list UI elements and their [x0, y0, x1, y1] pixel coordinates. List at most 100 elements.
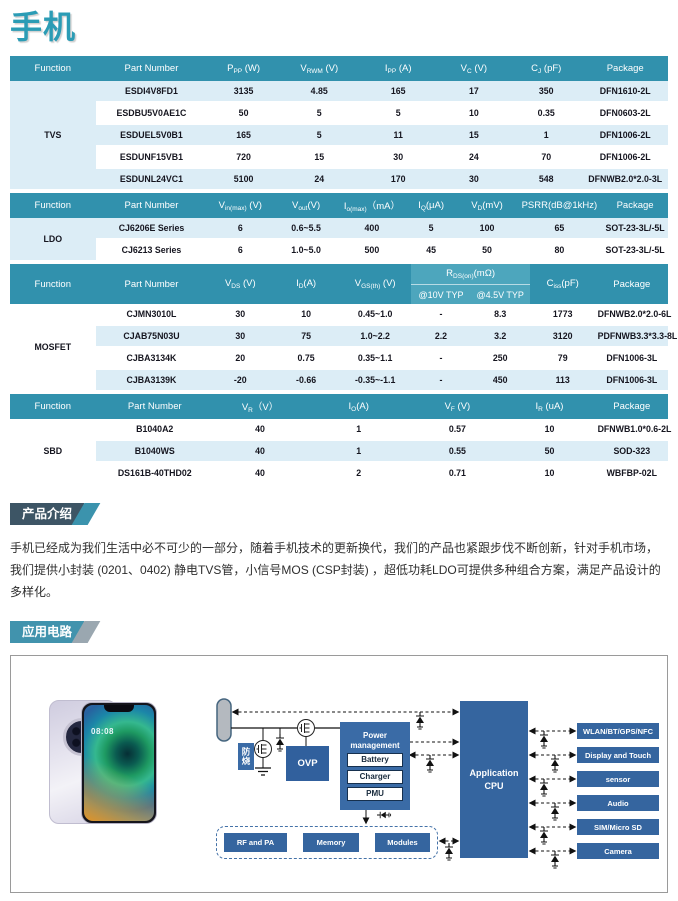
- value-cell: 1: [306, 440, 412, 463]
- table-row: LDO CJ6206E Series 6 0.6~5.5 400 5 100 65 SOT-23…: [10, 218, 668, 262]
- value-cell: 75: [273, 325, 339, 348]
- part-number-cell: CJMN3010L: [95, 304, 208, 326]
- block-application-cpu: Application CPU: [460, 701, 528, 858]
- phone-clock: 08:08: [91, 727, 114, 736]
- table-row: ESDUNL24VC1 5100 24 170 30 548 DFNWB2.0*2.0-3L: [10, 168, 668, 191]
- value-cell: -0.35~-1.1: [338, 369, 412, 392]
- value-cell: DFN0603-2L: [582, 102, 668, 125]
- value-cell: DFNWB2.0*2.0-6L: [595, 304, 671, 326]
- value-cell: DFN1006-2L: [582, 146, 668, 169]
- table-row: CJBA3139K -20 -0.66 -0.35~-1.1-450 113 DFN100…: [10, 369, 668, 392]
- value-cell: 1773: [529, 304, 596, 326]
- value-cell: 0.75: [273, 347, 339, 370]
- tvs-diode-icon: [376, 811, 392, 819]
- block-rf-and-pa: RF and PA: [224, 833, 287, 852]
- column-header: Function: [10, 264, 96, 304]
- column-header: Part Number: [95, 193, 208, 218]
- block-sim-microsd: SIM/Micro SD: [577, 819, 659, 835]
- value-cell: 65: [516, 218, 603, 240]
- column-header: VD(mV): [457, 193, 517, 218]
- column-header: Function: [10, 394, 96, 419]
- value-cell: DFN1610-2L: [582, 81, 668, 103]
- value-cell: 250: [470, 347, 530, 370]
- column-header: PPP (W): [207, 56, 280, 81]
- tvs-diode-icon: [539, 778, 549, 797]
- value-cell: 400: [338, 218, 405, 240]
- part-number-cell: ESDI4V8FD1: [95, 81, 208, 103]
- tvs-diode-icon: [275, 733, 285, 752]
- value-cell: PDFNWB3.3*3.3-8L: [595, 325, 677, 348]
- part-number-cell: ESDUEL5V0B1: [95, 124, 208, 147]
- value-cell: 450: [470, 369, 530, 392]
- block-modules: Modules: [375, 833, 430, 852]
- value-cell: -: [411, 347, 471, 370]
- value-cell: 40: [213, 419, 307, 441]
- part-number-cell: CJ6213 Series: [95, 239, 208, 262]
- value-cell: 0.35~1.1: [338, 347, 412, 370]
- block-anti-burn: 防烧: [238, 743, 254, 770]
- value-cell: 50: [457, 239, 517, 262]
- value-cell: DFN1006-3L: [595, 347, 668, 370]
- block-display-touch: Display and Touch: [577, 747, 659, 763]
- value-cell: 24: [279, 168, 359, 191]
- block-pmu: PMU: [347, 787, 403, 802]
- column-header: IPP (A): [358, 56, 438, 81]
- value-cell: 30: [358, 146, 438, 169]
- function-cell: SBD: [10, 419, 96, 485]
- power-management-label: Power management: [350, 730, 400, 750]
- application-circuit-diagram: 08:08 防烧 OVP Power management Battery Ch…: [10, 655, 668, 893]
- value-cell: 100: [457, 218, 517, 240]
- column-header: Part Number: [95, 264, 208, 304]
- column-header: Package: [582, 56, 668, 81]
- value-cell: 0.35: [510, 102, 583, 125]
- value-cell: 6: [207, 218, 274, 240]
- value-cell: 1: [306, 419, 412, 441]
- function-cell: MOSFET: [10, 304, 96, 392]
- column-header: Io(max)（mA）: [338, 193, 405, 218]
- column-header: VDS (V): [207, 264, 274, 304]
- part-number-cell: B1040A2: [95, 419, 214, 441]
- value-cell: 2: [306, 462, 412, 485]
- value-cell: 15: [437, 124, 511, 147]
- table-row: TVS ESDI4V8FD1 3135 4.85 165 17 350 DFN1610-2L: [10, 81, 668, 191]
- value-cell: 5: [358, 102, 438, 125]
- value-cell: WBFBP-02L: [595, 462, 668, 485]
- tvs-diode-icon: [539, 730, 549, 749]
- value-cell: 113: [529, 369, 596, 392]
- usb-connector-icon: [216, 698, 232, 742]
- column-header: CJ (pF): [510, 56, 583, 81]
- column-header: Part Number: [95, 56, 208, 81]
- column-group-header: RDS(on)(mΩ): [411, 264, 530, 285]
- part-number-cell: CJAB75N03U: [95, 325, 208, 348]
- table-tvs: Function Part Number PPP (W) VRWM (V) IPP (A…: [10, 56, 668, 191]
- value-cell: 10: [437, 102, 511, 125]
- value-cell: DFNWB1.0*0.6-2L: [595, 419, 671, 441]
- column-header: Package: [602, 193, 668, 218]
- value-cell: -20: [207, 369, 274, 392]
- value-cell: DFN1006-2L: [582, 124, 668, 147]
- value-cell: -: [411, 304, 471, 326]
- value-cell: 79: [529, 347, 596, 370]
- column-header: VGS(th) (V): [338, 264, 412, 304]
- block-memory: Memory: [303, 833, 359, 852]
- table-row: B1040WS 40 1 0.55 50 SOD-323: [10, 440, 668, 463]
- value-cell: 10: [273, 304, 339, 326]
- column-header: VF (V): [411, 394, 504, 419]
- value-cell: 3120: [529, 325, 596, 348]
- value-cell: 70: [510, 146, 583, 169]
- value-cell: 170: [358, 168, 438, 191]
- table-row: DS161B-40THD02 40 2 0.71 10 WBFBP-02L: [10, 462, 668, 485]
- value-cell: SOD-323: [595, 440, 668, 463]
- value-cell: 3.2: [470, 325, 530, 348]
- value-cell: 500: [338, 239, 405, 262]
- tvs-diode-icon: [539, 826, 549, 845]
- value-cell: 720: [207, 146, 280, 169]
- value-cell: 11: [358, 124, 438, 147]
- column-subheader: @10V TYP: [411, 284, 471, 304]
- value-cell: 1.0~5.0: [273, 239, 339, 262]
- mosfet-icon: [297, 719, 315, 737]
- value-cell: SOT-23-3L/-5L: [602, 239, 668, 262]
- value-cell: 5: [404, 218, 458, 240]
- value-cell: 0.71: [411, 462, 504, 485]
